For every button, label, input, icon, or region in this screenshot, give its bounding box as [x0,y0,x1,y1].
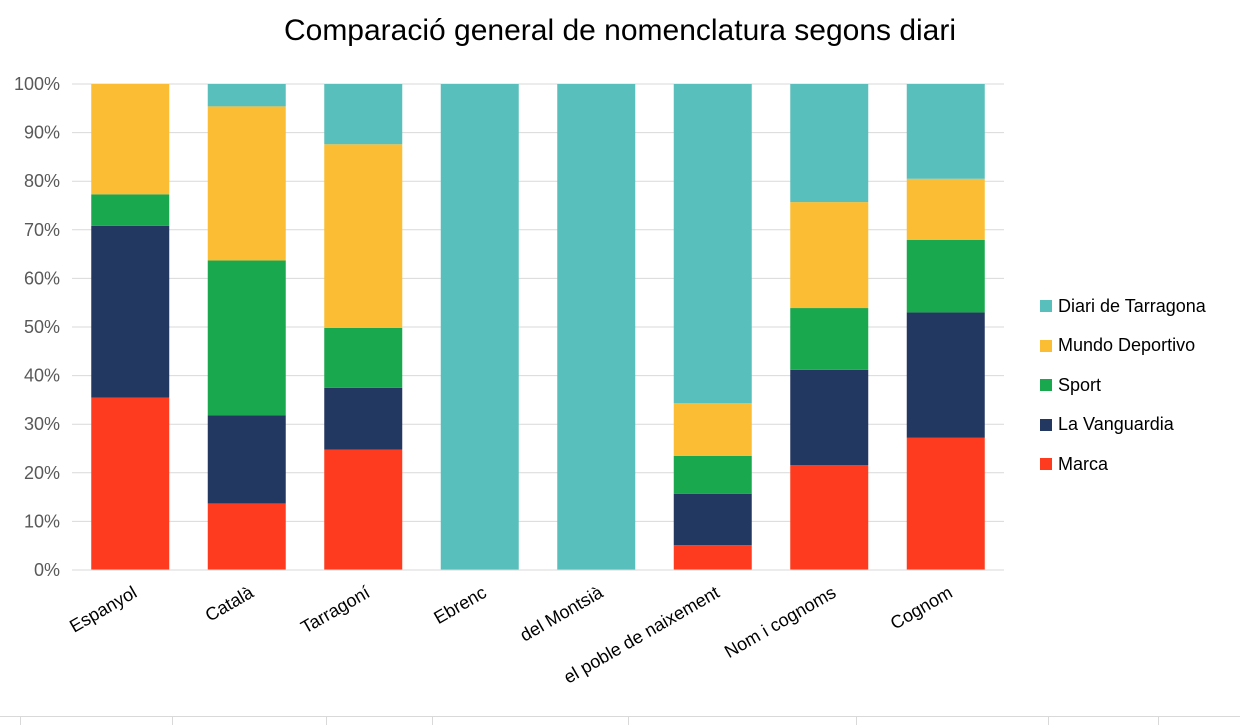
bar-segment-la-vanguardia [207,415,286,504]
bar-segment-marca [324,449,403,570]
bar-segment-marca [673,545,752,570]
legend-swatch [1040,300,1052,312]
legend-swatch [1040,458,1052,470]
bar-segment-marca [790,465,869,570]
legend-swatch [1040,379,1052,391]
y-tick-label: 80% [24,171,60,191]
y-tick-label: 60% [24,268,60,288]
bar-segment-la-vanguardia [91,225,170,398]
bar-segment-sport [906,240,985,313]
bar-segment-mundo-deportivo [91,84,170,195]
legend-item: Sport [1040,375,1206,395]
bars [72,84,1004,571]
bar-segment-mundo-deportivo [790,202,869,309]
x-tick-label: del Montsià [517,582,608,646]
legend: Diari de Tarragona Mundo Deportivo Sport La… [1040,296,1206,494]
bar-segment-la-vanguardia [673,493,752,546]
y-tick-label: 90% [24,123,60,143]
bar-segment-diari-de-tarragona [906,84,985,179]
bar-segment-sport [790,308,869,370]
y-tick-label: 40% [24,366,60,386]
x-tick-label: Català [202,582,258,626]
y-tick-label: 50% [24,317,60,337]
bar-segment-la-vanguardia [324,387,403,450]
bar-segment-marca [91,397,170,570]
legend-label: La Vanguardia [1058,414,1174,434]
spreadsheet-gridline [0,716,1240,725]
bar-segment-mundo-deportivo [207,106,286,261]
bar-segment-mundo-deportivo [673,403,752,456]
bar-segment-diari-de-tarragona [557,84,636,570]
bar-segment-diari-de-tarragona [673,84,752,404]
legend-swatch [1040,339,1052,352]
legend-label: Mundo Deportivo [1058,335,1196,355]
y-tick-label: 100% [14,74,60,94]
legend-label: Marca [1058,453,1109,474]
chart-title: Comparació general de nomenclatura segon… [283,14,957,47]
bar-segment-sport [673,455,752,494]
x-tick-label: Ebrenc [430,582,489,628]
legend-label: Diari de Tarragona [1058,295,1206,316]
bar-segment-diari-de-tarragona [790,84,869,203]
x-tick-label: Nom i cognoms [721,582,839,662]
x-tick-label: Cognom [887,582,956,633]
x-tick-label: Espanyol [66,582,140,636]
x-axis-tick-labels: Espanyol Català Tarragoní Ebrenc del Montsià… [66,582,956,688]
legend-item: Mundo Deportivo [1040,335,1206,356]
bar-segment-sport [324,327,403,388]
bar-segment-la-vanguardia [790,369,869,466]
y-tick-label: 70% [24,220,60,240]
legend-item: Diari de Tarragona [1040,296,1206,316]
bar-segment-diari-de-tarragona [440,84,519,570]
bar-segment-sport [207,260,286,416]
legend-swatch [1040,418,1052,431]
bar-segment-diari-de-tarragona [207,84,286,107]
legend-label: Sport [1058,374,1102,395]
bar-segment-mundo-deportivo [324,144,403,328]
y-tick-label: 10% [24,511,60,531]
y-tick-label: 30% [24,414,60,434]
x-tick-label: Tarragoní [297,582,373,637]
bar-segment-la-vanguardia [906,312,985,438]
y-axis-tick-labels: 0% 10% 20% 30% 40% 50% 60% 70% 80% 90% 100% [14,74,60,580]
legend-item: Marca [1040,454,1206,474]
legend-item: La Vanguardia [1040,414,1206,435]
bar-segment-diari-de-tarragona [324,84,403,145]
y-tick-label: 0% [34,560,60,580]
y-tick-label: 20% [24,463,60,483]
bar-segment-mundo-deportivo [906,178,985,241]
bar-segment-sport [91,194,170,226]
bar-segment-marca [207,503,286,570]
bar-segment-marca [906,437,985,570]
